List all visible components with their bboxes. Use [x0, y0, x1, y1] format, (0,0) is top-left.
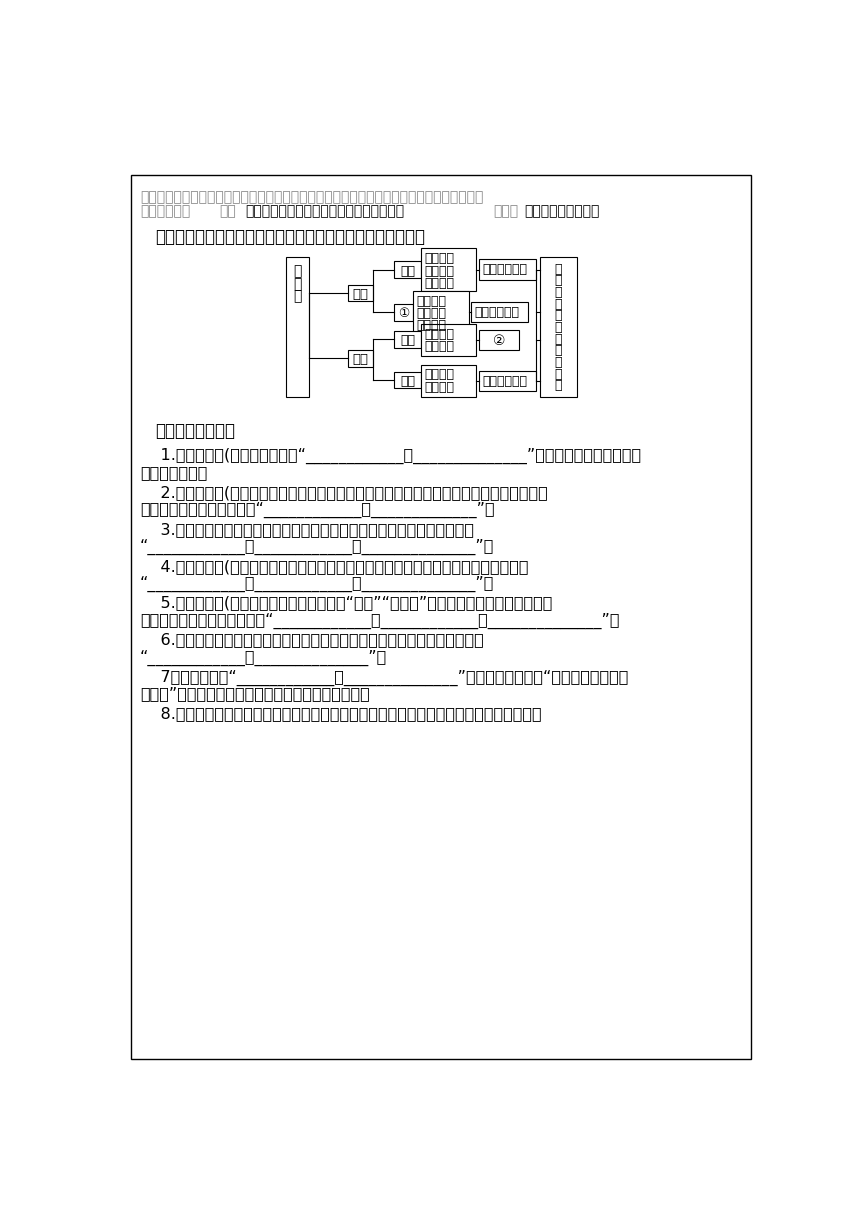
Text: 今: 今 — [555, 286, 562, 299]
Text: （指吴家砖桥，因古有二十四位美人吹笯于此，故名。一说，扬州在唐时极为富盛，著名的桥: （指吴家砖桥，因古有二十四位美人吹笯于此，故名。一说，扬州在唐时极为富盛，著名的… — [140, 191, 483, 204]
Text: 废池乔木: 废池乔木 — [417, 306, 446, 320]
Text: 桥边红药: 桥边红药 — [425, 381, 454, 394]
Text: 的: 的 — [555, 344, 562, 358]
Bar — [394, 372, 421, 388]
Text: 州: 州 — [293, 277, 302, 291]
Text: 荅麦青青: 荅麦青青 — [417, 294, 446, 308]
Text: （八）找出文本中对应部分，将图示中的空缺部分补充完整。: （八）找出文本中对应部分，将图示中的空缺部分补充完整。 — [156, 227, 426, 246]
Text: 想象昔日繁华: 想象昔日繁华 — [482, 264, 527, 276]
Text: 衰: 衰 — [555, 298, 562, 310]
Text: ①: ① — [398, 306, 409, 320]
Text: 春风十里: 春风十里 — [425, 277, 454, 289]
Text: 对: 对 — [555, 309, 562, 322]
Bar — [479, 330, 519, 350]
Text: 虚景: 虚景 — [400, 334, 415, 347]
Text: 8.《扬州慢》中用拟人手法形容战乱残酷和破坏之深重并从侧面反映人们对战乱痛心疾首: 8.《扬州慢》中用拟人手法形容战乱残酷和破坏之深重并从侧面反映人们对战乱痛心疾首 — [140, 706, 542, 721]
Text: ）付在，波心荡，冷月无声。念桥边红药（: ）付在，波心荡，冷月无声。念桥边红药（ — [245, 204, 404, 219]
Bar — [347, 285, 372, 302]
Bar — [421, 365, 476, 396]
Text: 恶: 恶 — [555, 367, 562, 381]
Text: 昔: 昔 — [555, 263, 562, 276]
Bar — [347, 350, 372, 367]
Text: 盛: 盛 — [555, 275, 562, 287]
Text: 二十四桥: 二十四桥 — [425, 340, 454, 353]
Bar — [286, 257, 309, 396]
Bar — [394, 261, 421, 278]
Text: 6.《扬州慢》（淮左名都）中写芍药花自生自灭，无人欣赏的情形的句子是: 6.《扬州慢》（淮左名都）中写芍药花自生自灭，无人欣赏的情形的句子是 — [140, 632, 484, 648]
Bar — [540, 257, 577, 396]
Text: 争: 争 — [555, 333, 562, 345]
Text: ），年年知为谁生？: ），年年知为谁生？ — [525, 204, 599, 219]
Text: 慢: 慢 — [293, 289, 302, 303]
Text: 憎: 憎 — [555, 356, 562, 370]
Bar — [413, 291, 469, 333]
Text: 扬: 扬 — [293, 265, 302, 278]
Bar — [471, 302, 528, 322]
Text: 7《扬州慢》中“____________，______________”与杜甫《春望》中“国破山河在，城春: 7《扬州慢》中“____________，______________”与杜甫《… — [140, 670, 629, 686]
Text: 1.《扬州慢》(淮左名都）中的“____________，______________”写扬州昔日繁华的街道，: 1.《扬州慢》(淮左名都）中的“____________，___________… — [140, 447, 642, 465]
Text: 慨: 慨 — [555, 379, 562, 393]
Bar — [394, 331, 421, 348]
Text: 目睵今日凄凉: 目睵今日凄凉 — [482, 375, 527, 388]
Text: ②: ② — [493, 334, 505, 348]
Text: 淮左名都: 淮左名都 — [425, 252, 454, 265]
Text: （九）理解性默写: （九）理解性默写 — [156, 422, 236, 439]
Text: 词人此时悖怆的心情的句子是“____________，____________，______________”。: 词人此时悖怆的心情的句子是“____________，____________，… — [140, 613, 619, 629]
Text: 如今一片荒凉。: 如今一片荒凉。 — [140, 466, 207, 480]
Text: 目睵今日萧条: 目睵今日萧条 — [475, 305, 519, 319]
Text: 5.《扬州慢》(淮左名都）中表明纵然有写“豆蕎”“青楼梦”那样的春风词笔，也难以表达: 5.《扬州慢》(淮左名都）中表明纵然有写“豆蕎”“青楼梦”那样的春风词笔，也难以… — [140, 596, 552, 610]
Text: 实景: 实景 — [400, 375, 415, 388]
Text: 草木深”用笔相似，都以草木繁茂反衬城池荒凉衰败。: 草木深”用笔相似，都以草木繁茂反衬城池荒凉衰败。 — [140, 687, 370, 702]
Text: 冷月无声: 冷月无声 — [425, 368, 454, 382]
Text: 故名: 故名 — [219, 204, 236, 219]
Text: 指芍药: 指芍药 — [494, 204, 519, 219]
Text: 有二十四座。: 有二十四座。 — [140, 204, 190, 219]
Text: 4.《扬州慢》(淮左名都）中写杜牡重到扬州也一定会为扬州的变化感到吃惊的句子是: 4.《扬州慢》(淮左名都）中写杜牡重到扬州也一定会为扬州的变化感到吃惊的句子是 — [140, 558, 529, 574]
Text: 下片: 下片 — [352, 353, 368, 366]
Text: 青楼梦好: 青楼梦好 — [425, 327, 454, 340]
Text: 竹西佳处: 竹西佳处 — [425, 265, 454, 277]
Bar — [479, 371, 536, 390]
Bar — [479, 259, 536, 280]
Text: 虚景: 虚景 — [400, 265, 415, 277]
Text: “____________，______________”。: “____________，______________”。 — [140, 649, 387, 665]
Text: 上片: 上片 — [352, 288, 368, 300]
Text: “____________，____________，______________”。: “____________，____________，_____________… — [140, 575, 494, 592]
Text: 清角吹寒: 清角吹寒 — [417, 319, 446, 332]
Bar — [394, 304, 413, 321]
Bar — [421, 248, 476, 291]
Text: 2.《扬州慢》(淮左名都）中用拟人的修辞手法形容战乱之残酷和破坏之深重并从侧面反映: 2.《扬州慢》(淮左名都）中用拟人的修辞手法形容战乱之残酷和破坏之深重并从侧面反… — [140, 485, 548, 500]
Text: 3.《扬州慢》（淮左名都）中以有声反衬无声，渲染了凄凉气氛的句子是: 3.《扬州慢》（淮左名都）中以有声反衬无声，渲染了凄凉气氛的句子是 — [140, 522, 474, 536]
Text: “____________，____________，______________”。: “____________，____________，_____________… — [140, 539, 494, 554]
Text: 战: 战 — [555, 321, 562, 334]
Text: 人们对战争的厌恶的句子是“____________，_____________”。: 人们对战争的厌恶的句子是“____________，_____________”… — [140, 502, 494, 518]
Bar — [421, 323, 476, 356]
